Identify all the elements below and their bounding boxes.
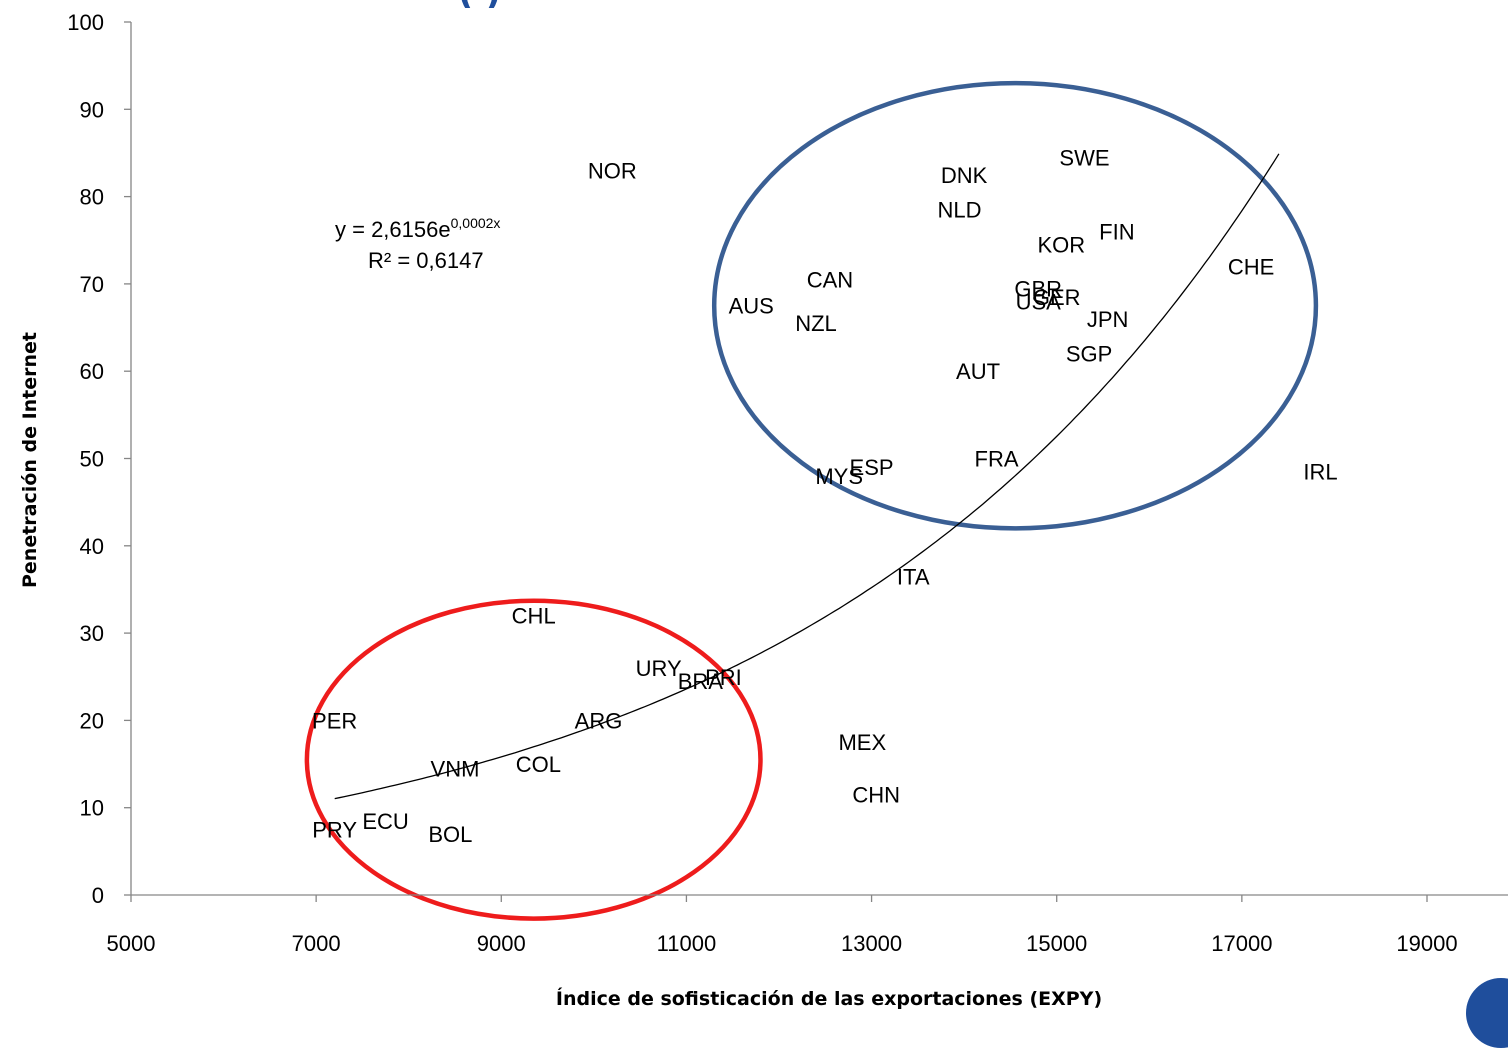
point-label-arg: ARG — [575, 708, 623, 733]
scatter-chart: 0 10 20 30 40 50 60 70 80 90 100 5000 7000 9000 11000 1… — [19, 10, 1508, 1010]
x-tick-label: 9000 — [477, 931, 526, 956]
y-tick-label: 10 — [80, 796, 104, 821]
point-label-usa: USA — [1016, 289, 1062, 314]
y-tick-label: 40 — [80, 534, 104, 559]
point-label-can: CAN — [807, 268, 853, 293]
trendline-r-squared: R² = 0,6147 — [368, 248, 484, 273]
point-label-mex: MEX — [838, 730, 886, 755]
x-tick-label: 7000 — [292, 931, 341, 956]
annotation-ellipse-1 — [304, 598, 763, 921]
y-tick-label: 100 — [67, 10, 104, 35]
y-tick-label: 50 — [80, 447, 104, 472]
y-tick-label: 60 — [80, 359, 104, 384]
x-tick-label: 17000 — [1211, 931, 1272, 956]
point-label-aut: AUT — [956, 359, 1000, 384]
y-tick-label: 30 — [80, 621, 104, 646]
trendline — [334, 153, 1280, 800]
point-label-per: PER — [312, 708, 357, 733]
point-label-esp: ESP — [850, 455, 894, 480]
point-label-pri: PRI — [705, 665, 742, 690]
annotation-ellipse-0 — [711, 80, 1319, 531]
point-label-vnm: VNM — [431, 756, 480, 781]
point-label-fin: FIN — [1099, 220, 1134, 245]
point-label-nzl: NZL — [795, 311, 837, 336]
circle-annotations — [304, 80, 1319, 921]
point-label-ita: ITA — [897, 564, 930, 589]
axes: 0 10 20 30 40 50 60 70 80 90 100 5000 7000 9000 11000 1… — [67, 10, 1508, 956]
point-label-dnk: DNK — [941, 163, 988, 188]
point-label-mys: MYS — [815, 464, 863, 489]
point-label-swe: SWE — [1059, 145, 1109, 170]
point-label-chn: CHN — [852, 783, 900, 808]
point-label-ury: URY — [636, 656, 682, 681]
y-tick-label: 70 — [80, 272, 104, 297]
point-label-kor: KOR — [1037, 233, 1085, 258]
equation-base: y = 2,6156e — [335, 217, 451, 242]
point-label-bol: BOL — [428, 822, 472, 847]
exponential-trendline-curve — [334, 153, 1280, 800]
equation-exponent: 0,0002x — [451, 215, 501, 231]
x-axis-title: Índice de sofisticación de las exportaci… — [556, 987, 1102, 1010]
point-label-ger: GER — [1033, 285, 1081, 310]
point-label-col: COL — [516, 752, 561, 777]
point-label-bra: BRA — [678, 669, 724, 694]
point-label-jpn: JPN — [1087, 307, 1129, 332]
y-axis-title: Penetración de Internet — [19, 332, 41, 588]
x-tick-label: 11000 — [657, 931, 717, 956]
point-label-ecu: ECU — [362, 809, 408, 834]
y-tick-label: 20 — [80, 708, 104, 733]
trendline-equation: y = 2,6156e0,0002x — [335, 215, 500, 242]
point-label-irl: IRL — [1303, 460, 1337, 485]
point-label-gbr: GBR — [1014, 276, 1062, 301]
point-label-che: CHE — [1228, 254, 1274, 279]
point-label-sgp: SGP — [1066, 342, 1112, 367]
point-label-aus: AUS — [729, 294, 774, 319]
x-tick-label: 19000 — [1396, 931, 1457, 956]
x-tick-label: 5000 — [107, 931, 156, 956]
y-tick-label: 90 — [80, 97, 104, 122]
point-label-nld: NLD — [938, 198, 982, 223]
x-tick-label: 13000 — [841, 931, 902, 956]
x-tick-label: 15000 — [1026, 931, 1087, 956]
y-tick-label: 0 — [92, 883, 104, 908]
point-label-chl: CHL — [512, 604, 556, 629]
y-tick-label: 80 — [80, 185, 104, 210]
chart-title-fragment: ( ) — [458, 0, 698, 8]
point-label-pry: PRY — [312, 818, 357, 843]
point-label-fra: FRA — [975, 447, 1019, 472]
point-label-nor: NOR — [588, 158, 637, 183]
